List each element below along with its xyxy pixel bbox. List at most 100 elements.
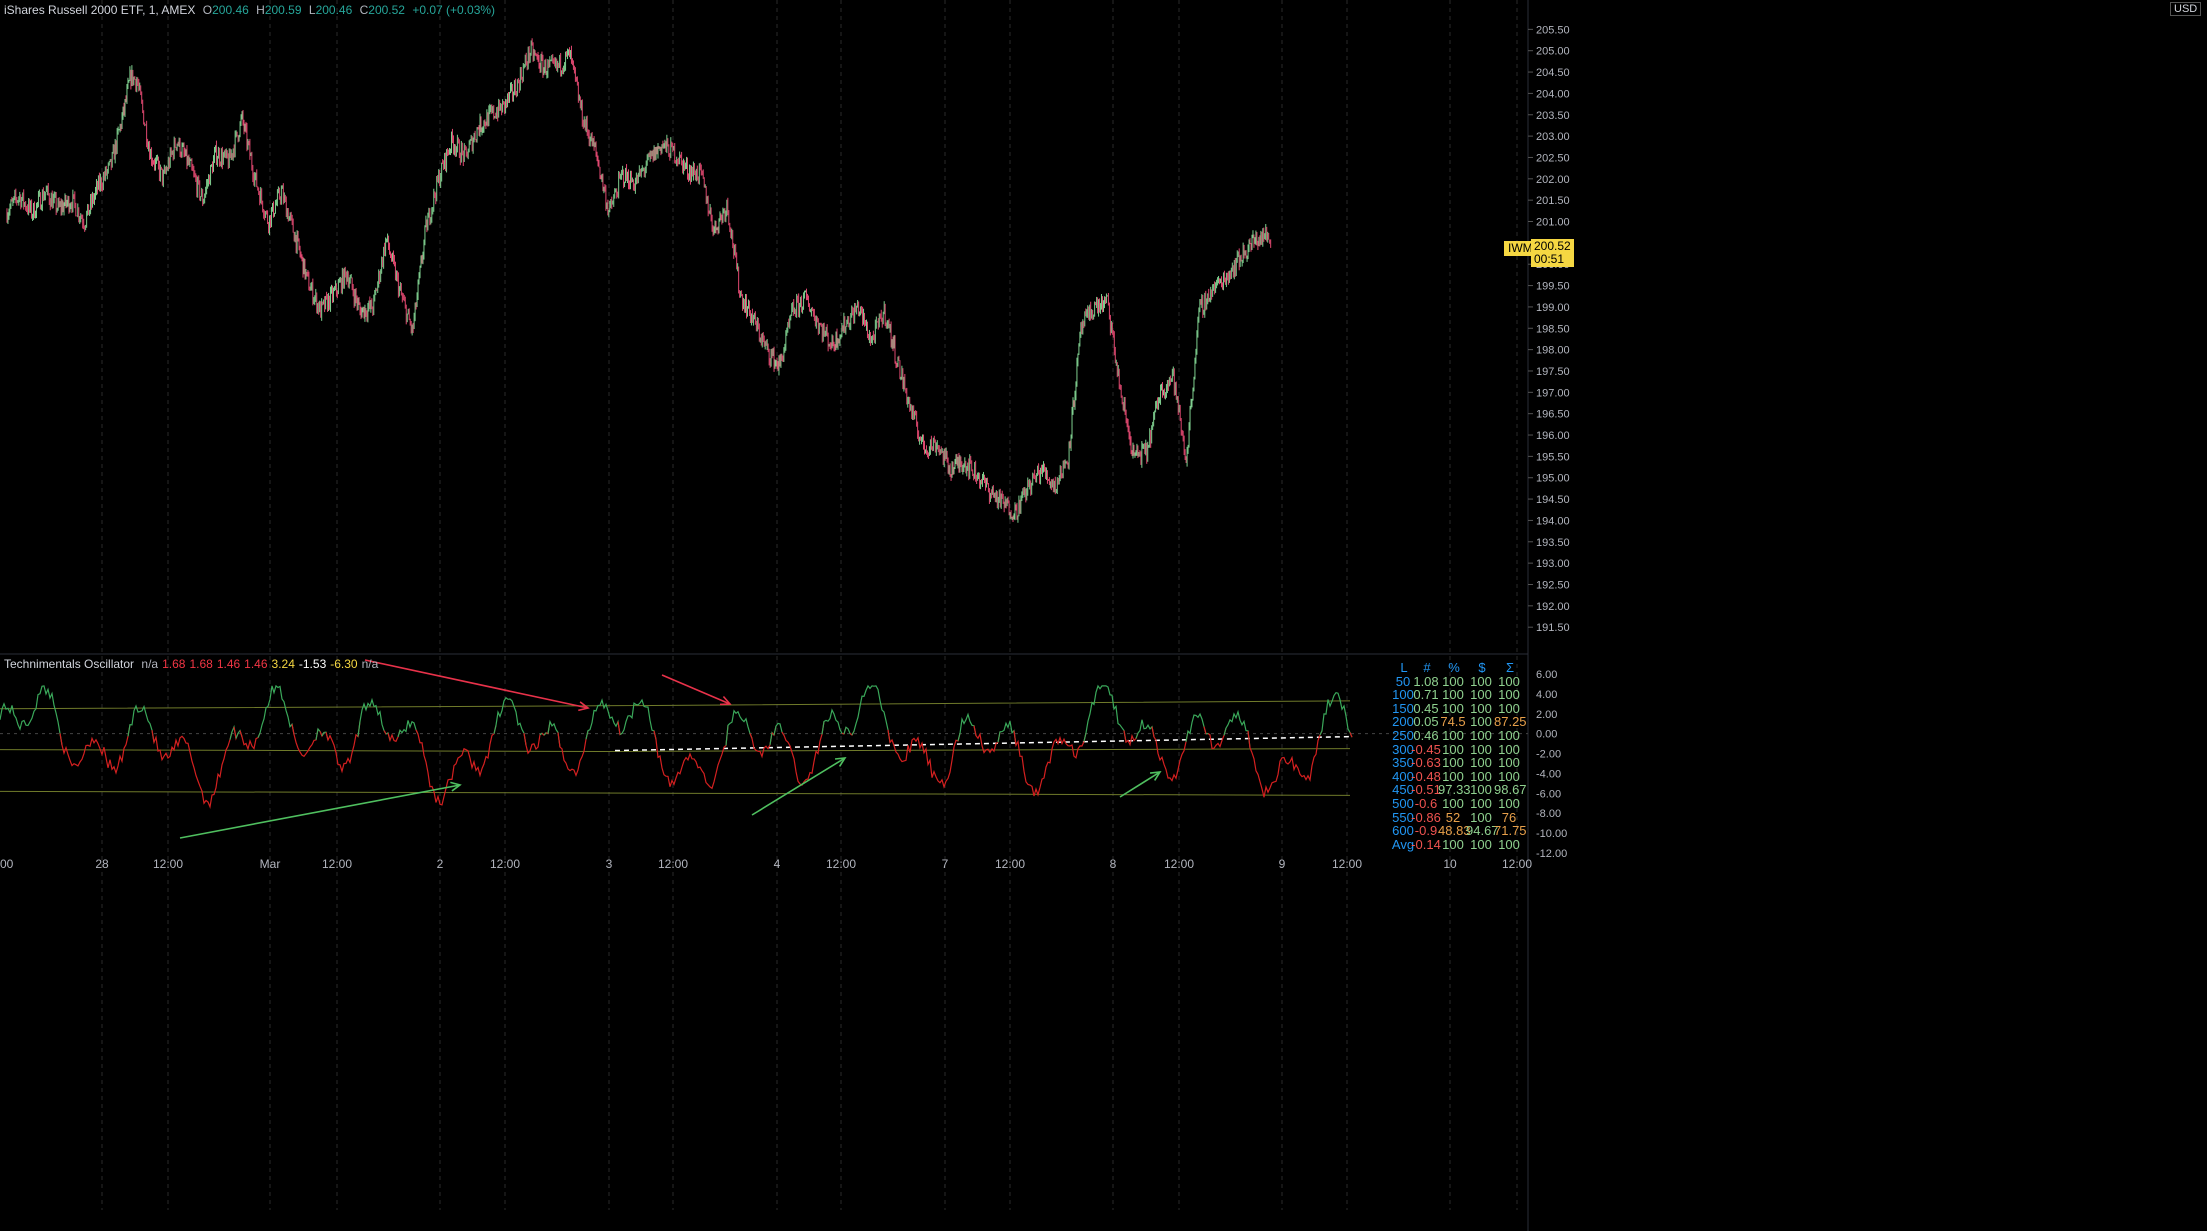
osc-line-up: [1185, 712, 1207, 742]
stats-cell: 97.33: [1438, 782, 1471, 798]
osc-line-up: [585, 698, 621, 740]
osc-line-up: [257, 684, 295, 738]
osc-line-down: [1123, 730, 1139, 747]
time-label: 9: [1279, 857, 1286, 871]
price-tick-label: 196.00: [1536, 430, 1570, 442]
price-tick-label: 194.50: [1536, 494, 1570, 506]
stats-cell: 100: [1470, 700, 1492, 716]
stats-cell: -0.9: [1414, 823, 1438, 839]
time-label: 12:00: [1502, 857, 1532, 871]
osc-line-up: [1223, 709, 1251, 748]
time-label: 12:00: [1164, 857, 1194, 871]
indicator-value: 1.46: [216, 657, 241, 671]
chart-grid: [0, 0, 1529, 1231]
osc-line-down: [617, 721, 623, 736]
osc-line-down: [749, 732, 773, 759]
price-tick-label: 199.00: [1536, 302, 1570, 314]
price-change: +0.07 (+0.03%): [412, 3, 496, 17]
time-label: 3: [606, 857, 613, 871]
osc-line-up: [725, 709, 753, 746]
time-label: 12:00: [826, 857, 856, 871]
osc-line-up: [997, 720, 1017, 746]
osc-line-down: [887, 729, 961, 789]
indicator-value: n/a: [141, 657, 159, 671]
stats-table: L #% $ Σ 50 1.08 100 100 100 100 0.71 100 100 100 150 0…: [1390, 660, 1530, 852]
stats-cell: 87.25: [1494, 714, 1527, 730]
stats-cell: 100: [1442, 728, 1464, 743]
indicator-legend[interactable]: Technimentals Oscillator n/a 1.68 1.68 1.46…: [4, 657, 386, 671]
osc-line-down: [653, 725, 729, 790]
stats-cell: 250: [1392, 728, 1414, 743]
osc-line-down: [1151, 726, 1189, 782]
time-label: 12:00: [1332, 857, 1362, 871]
stats-header: #: [1423, 660, 1431, 675]
stats-cell: 100: [1498, 673, 1520, 689]
indicator-value: -6.30: [330, 657, 358, 671]
stats-cell: 94.67: [1466, 823, 1499, 839]
osc-line-up: [821, 708, 845, 735]
stats-cell: 100: [1470, 836, 1492, 852]
stats-cell: 100: [1498, 728, 1520, 743]
osc-line-down: [557, 730, 589, 777]
price-tick-label: 204.00: [1536, 88, 1570, 100]
currency-button[interactable]: USD: [2170, 2, 2202, 16]
price-tick-label: 205.00: [1536, 46, 1570, 58]
osc-tick-label: -8.00: [1536, 808, 1561, 820]
stats-header: L: [1400, 660, 1408, 675]
stats-cell: 71.75: [1494, 823, 1527, 839]
price-tick-label: 197.00: [1536, 387, 1570, 399]
stats-cell: 600: [1392, 823, 1414, 839]
time-label: 2: [437, 857, 444, 871]
green-arrow: [1119, 771, 1161, 798]
axes: 00 28 12:00 Mar 12:00 2 12:00 3 12:00 4 12:00 7 12:0…: [0, 24, 1570, 871]
price-tick-label: 203.50: [1536, 110, 1570, 122]
bar-countdown: 00:51: [1534, 252, 1565, 266]
stats-cell: 0.71: [1413, 687, 1439, 703]
osc-line-up: [357, 697, 387, 737]
price-tick-label: 198.00: [1536, 345, 1570, 357]
red-arrow: [661, 674, 731, 705]
stats-cell: 100: [1498, 741, 1520, 757]
osc-lower-band: [0, 790, 1351, 796]
red-arrow-head: [719, 695, 732, 706]
stats-cell: 500: [1392, 796, 1414, 811]
annotation-arrows: [179, 659, 1162, 839]
last-price-value: 200.52: [1534, 239, 1571, 253]
stats-cell: -0.48: [1411, 768, 1441, 784]
stats-cell: 0.05: [1413, 714, 1439, 730]
osc-tick-label: -12.00: [1536, 848, 1567, 860]
stats-cell: -0.51: [1411, 782, 1441, 798]
symbol-legend[interactable]: iShares Russell 2000 ETF, 1, AMEX O200.4…: [4, 3, 499, 17]
stats-cell: 100: [1442, 700, 1464, 716]
osc-line-down: [415, 725, 497, 806]
price-tick-label: 193.50: [1536, 537, 1570, 549]
time-label: 7: [942, 857, 949, 871]
stats-header: $: [1478, 660, 1486, 675]
stats-cell: 100: [1470, 673, 1492, 689]
price-tick-label: 201.00: [1536, 217, 1570, 229]
stats-cell: 100: [1442, 796, 1464, 811]
ohlc-open: O200.46: [202, 3, 249, 17]
time-label: 12:00: [490, 857, 520, 871]
stats-cell: 100: [1470, 687, 1492, 703]
stats-cell: 100: [1442, 673, 1464, 689]
time-label: 00: [0, 857, 14, 871]
osc-line-up: [957, 712, 977, 742]
green-arrow-head: [834, 757, 847, 767]
stats-cell: Avg: [1391, 836, 1415, 852]
indicator-value: -1.53: [298, 657, 327, 671]
stats-cell: 100: [1442, 755, 1464, 771]
osc-tick-label: -6.00: [1536, 788, 1561, 800]
stats-cell: 100: [1470, 728, 1492, 743]
stats-cell: 100: [1470, 741, 1492, 757]
osc-line-up: [851, 684, 891, 743]
price-tick-label: 204.50: [1536, 67, 1570, 79]
osc-line-down: [523, 732, 543, 755]
stats-cell: 100: [1470, 809, 1492, 825]
price-tick-label: 202.50: [1536, 152, 1570, 164]
stats-cell: 50: [1395, 673, 1411, 689]
osc-line-up: [1083, 684, 1127, 743]
ohlc-high: H200.59: [256, 3, 302, 17]
indicator-value: 1.68: [189, 657, 213, 671]
